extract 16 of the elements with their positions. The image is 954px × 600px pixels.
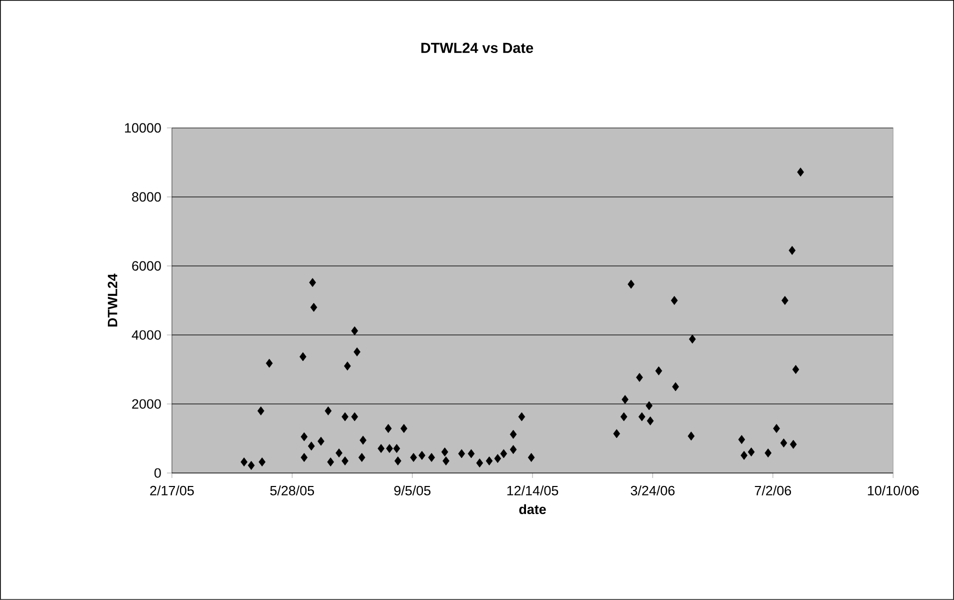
y-axis-title: DTWL24 — [108, 274, 118, 326]
y-tick-label: 8000 — [132, 192, 161, 202]
x-tick-label: 2/17/05 — [150, 486, 194, 496]
x-tick-label: 7/2/06 — [754, 486, 792, 496]
y-tick-label: 4000 — [132, 330, 161, 340]
y-tick-label: 6000 — [132, 261, 161, 271]
x-tick-label: 12/14/05 — [507, 486, 558, 496]
x-tick-label: 9/5/05 — [394, 486, 430, 496]
y-tick-label: 0 — [154, 468, 161, 478]
y-tick-label: 2000 — [132, 399, 161, 409]
y-tick-label: 10000 — [125, 123, 161, 133]
x-tick-label: 5/28/05 — [270, 486, 314, 496]
x-tick-label: 10/10/06 — [868, 486, 919, 496]
x-axis-title: date — [519, 504, 546, 514]
chart-title: DTWL24 vs Date — [421, 42, 534, 54]
x-tick-label: 3/24/06 — [630, 486, 675, 496]
